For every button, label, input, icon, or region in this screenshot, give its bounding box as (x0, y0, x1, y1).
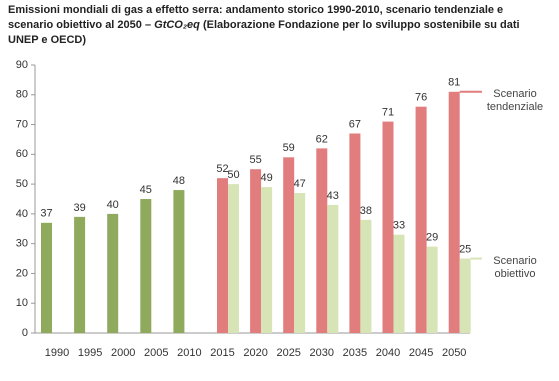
chart-title-block: Emissioni mondiali di gas a effetto serr… (8, 3, 538, 48)
x-tick-label: 1990 (45, 347, 69, 359)
bar (228, 184, 239, 333)
value-label: 48 (173, 175, 185, 187)
value-label: 29 (426, 232, 438, 244)
bar (217, 178, 228, 333)
bar (74, 216, 86, 333)
bar (107, 213, 119, 333)
x-tick-label: 2020 (243, 347, 267, 359)
y-tick-label: 30 (16, 238, 28, 250)
unit: GtCO₂eq (154, 19, 200, 31)
value-label: 76 (415, 92, 427, 104)
x-tick-label: 2015 (210, 347, 234, 359)
bar (382, 121, 394, 333)
bar (294, 193, 306, 333)
value-label: 49 (260, 172, 272, 184)
bar (426, 246, 438, 333)
y-tick-label: 10 (16, 297, 28, 309)
value-label: 67 (349, 118, 361, 130)
bar (41, 222, 52, 333)
x-tick-label: 2005 (144, 347, 168, 359)
value-label: 45 (140, 184, 152, 196)
bar (360, 219, 372, 333)
value-label: 81 (448, 77, 460, 89)
value-label: 55 (249, 154, 261, 166)
bar (327, 204, 339, 333)
y-tick-label: 20 (16, 267, 28, 279)
x-tick-label: 2040 (376, 347, 400, 359)
bar (415, 106, 427, 333)
bar (283, 157, 295, 333)
y-tick-label: 50 (16, 178, 28, 190)
y-tick-label: 60 (16, 148, 28, 160)
x-tick-label: 1995 (78, 347, 102, 359)
y-tick-label: 90 (16, 59, 28, 71)
chart-title: Emissioni mondiali di gas a effetto serr… (8, 4, 504, 31)
value-label: 38 (360, 205, 372, 217)
x-tick-label: 2035 (343, 347, 367, 359)
bar (459, 258, 471, 333)
value-label: 50 (227, 169, 239, 181)
bar (250, 169, 262, 333)
value-label: 40 (107, 199, 119, 211)
value-label: 52 (216, 163, 228, 175)
x-tick-label: 2000 (111, 347, 135, 359)
bar (140, 199, 152, 333)
value-label: 25 (459, 243, 471, 255)
bar (448, 91, 460, 333)
bar (393, 234, 405, 333)
x-tick-label: 2050 (442, 347, 466, 359)
value-label: 71 (382, 106, 394, 118)
y-tick-label: 80 (16, 89, 28, 101)
x-tick-label: 2025 (276, 347, 300, 359)
value-label: 62 (316, 133, 328, 145)
value-label: 47 (294, 178, 306, 190)
value-label: 37 (40, 208, 52, 220)
bar (316, 148, 328, 333)
x-tick-label: 2045 (409, 347, 433, 359)
y-tick-label: 40 (16, 208, 28, 220)
source: (Elaborazione Fondazione per lo sviluppo… (8, 19, 520, 46)
bar (173, 190, 185, 333)
legend-label: Scenario obiettivo (493, 254, 537, 280)
x-tick-label: 2010 (177, 347, 201, 359)
bar (261, 187, 273, 333)
y-tick-label: 70 (16, 118, 28, 130)
y-tick-label: 0 (22, 327, 28, 339)
value-label: 59 (283, 142, 295, 154)
value-label: 43 (327, 190, 339, 202)
bar (349, 133, 361, 333)
value-label: 33 (393, 220, 405, 232)
legend-label: Scenario tendenziale (486, 87, 544, 113)
value-label: 39 (73, 202, 85, 214)
x-tick-label: 2030 (310, 347, 334, 359)
